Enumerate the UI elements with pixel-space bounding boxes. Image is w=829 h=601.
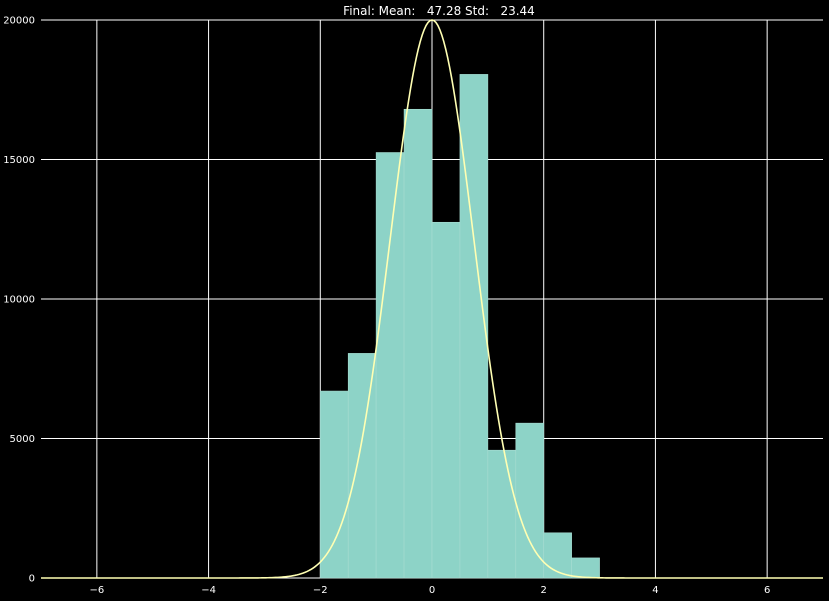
x-axis-ticks: −6 −4 −2 0 2 4 6 xyxy=(89,585,770,596)
histogram-bar xyxy=(319,390,349,579)
y-tick-label: 20000 xyxy=(3,16,35,27)
fit-curve xyxy=(41,19,823,579)
histogram-bar xyxy=(403,108,433,579)
histogram-bar xyxy=(431,221,461,579)
gaussian-curve-line xyxy=(41,19,823,579)
y-tick-label: 15000 xyxy=(3,155,35,166)
x-tick-label: −4 xyxy=(201,585,216,596)
y-tick-label: 0 xyxy=(29,574,35,585)
x-tick-label: −6 xyxy=(89,585,104,596)
y-tick-label: 10000 xyxy=(3,295,35,306)
chart-title: Final: Mean: 47.28 Std: 23.44 xyxy=(343,4,535,18)
histogram-bars xyxy=(319,74,600,579)
histogram-bar xyxy=(571,557,600,579)
x-tick-label: 2 xyxy=(541,585,547,596)
x-tick-label: 0 xyxy=(429,585,435,596)
histogram-bar xyxy=(487,449,517,579)
y-axis-ticks: 0 5000 10000 15000 20000 xyxy=(3,16,35,585)
histogram-bar xyxy=(515,422,545,579)
histogram-bar xyxy=(459,74,489,579)
x-tick-label: 4 xyxy=(652,585,658,596)
x-tick-label: 6 xyxy=(764,585,770,596)
histogram-bar xyxy=(543,532,572,579)
y-tick-label: 5000 xyxy=(10,434,35,445)
x-tick-label: −2 xyxy=(313,585,328,596)
histogram-bar xyxy=(375,152,405,579)
histogram-bar xyxy=(347,353,377,579)
